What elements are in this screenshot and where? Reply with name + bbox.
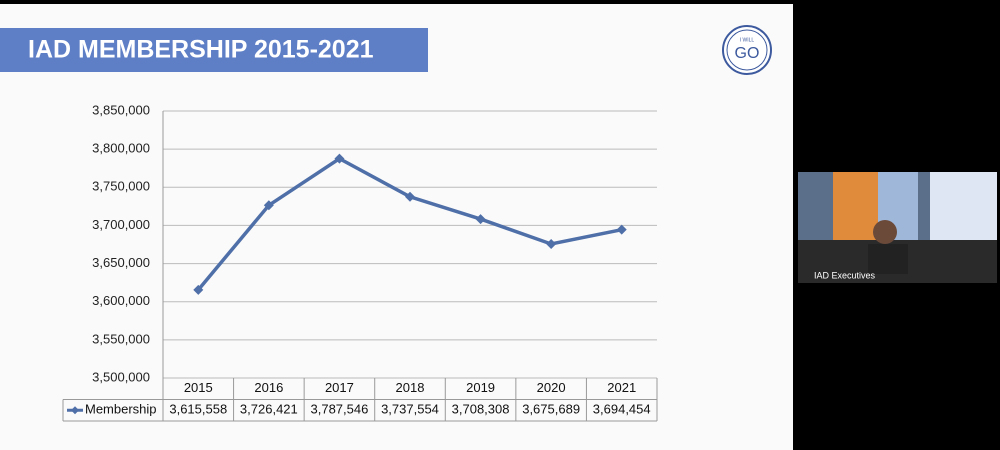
table-value: 3,787,546 — [311, 402, 369, 417]
slide — [0, 4, 793, 450]
marker — [193, 284, 204, 295]
logo — [722, 25, 772, 75]
x-tick-label: 2016 — [254, 380, 283, 395]
participant-name: IAD Executives — [814, 270, 876, 280]
marker — [334, 153, 345, 164]
y-tick-label: 3,750,000 — [92, 179, 150, 194]
table-value: 3,708,308 — [452, 402, 510, 417]
table-value: 3,694,454 — [593, 402, 651, 417]
x-tick-label: 2017 — [325, 380, 354, 395]
legend-label: Membership — [85, 402, 157, 417]
y-tick-label: 3,850,000 — [92, 102, 150, 117]
table-value: 3,615,558 — [169, 402, 227, 417]
marker — [475, 214, 486, 225]
table-value: 3,675,689 — [522, 402, 580, 417]
x-tick-label: 2020 — [537, 380, 566, 395]
y-tick-label: 3,800,000 — [92, 141, 150, 156]
table-value: 3,726,421 — [240, 402, 298, 417]
y-tick-label: 3,650,000 — [92, 255, 150, 270]
y-tick-label: 3,550,000 — [92, 331, 150, 346]
y-tick-label: 3,500,000 — [92, 369, 150, 384]
x-tick-label: 2015 — [184, 380, 213, 395]
logo-small-text: I WILL — [740, 37, 755, 43]
chart-title: IAD MEMBERSHIP 2015-2021 — [28, 36, 374, 64]
video-tile: IAD Executives — [798, 172, 997, 283]
logo-ring — [726, 29, 768, 71]
video-person — [868, 244, 908, 274]
marker — [616, 224, 627, 235]
x-tick-label: 2021 — [607, 380, 636, 395]
legend-marker — [71, 406, 79, 415]
video-person — [873, 220, 897, 244]
video-banner — [833, 172, 878, 252]
marker — [405, 191, 415, 202]
y-tick-label: 3,700,000 — [92, 217, 150, 232]
x-tick-label: 2019 — [466, 380, 495, 395]
logo-big-text: GO — [735, 45, 760, 62]
title-banner — [0, 28, 428, 72]
marker — [546, 238, 557, 249]
table-value: 3,737,554 — [381, 402, 439, 417]
x-tick-label: 2018 — [396, 380, 425, 395]
marker — [263, 200, 274, 211]
y-tick-label: 3,600,000 — [92, 293, 150, 308]
